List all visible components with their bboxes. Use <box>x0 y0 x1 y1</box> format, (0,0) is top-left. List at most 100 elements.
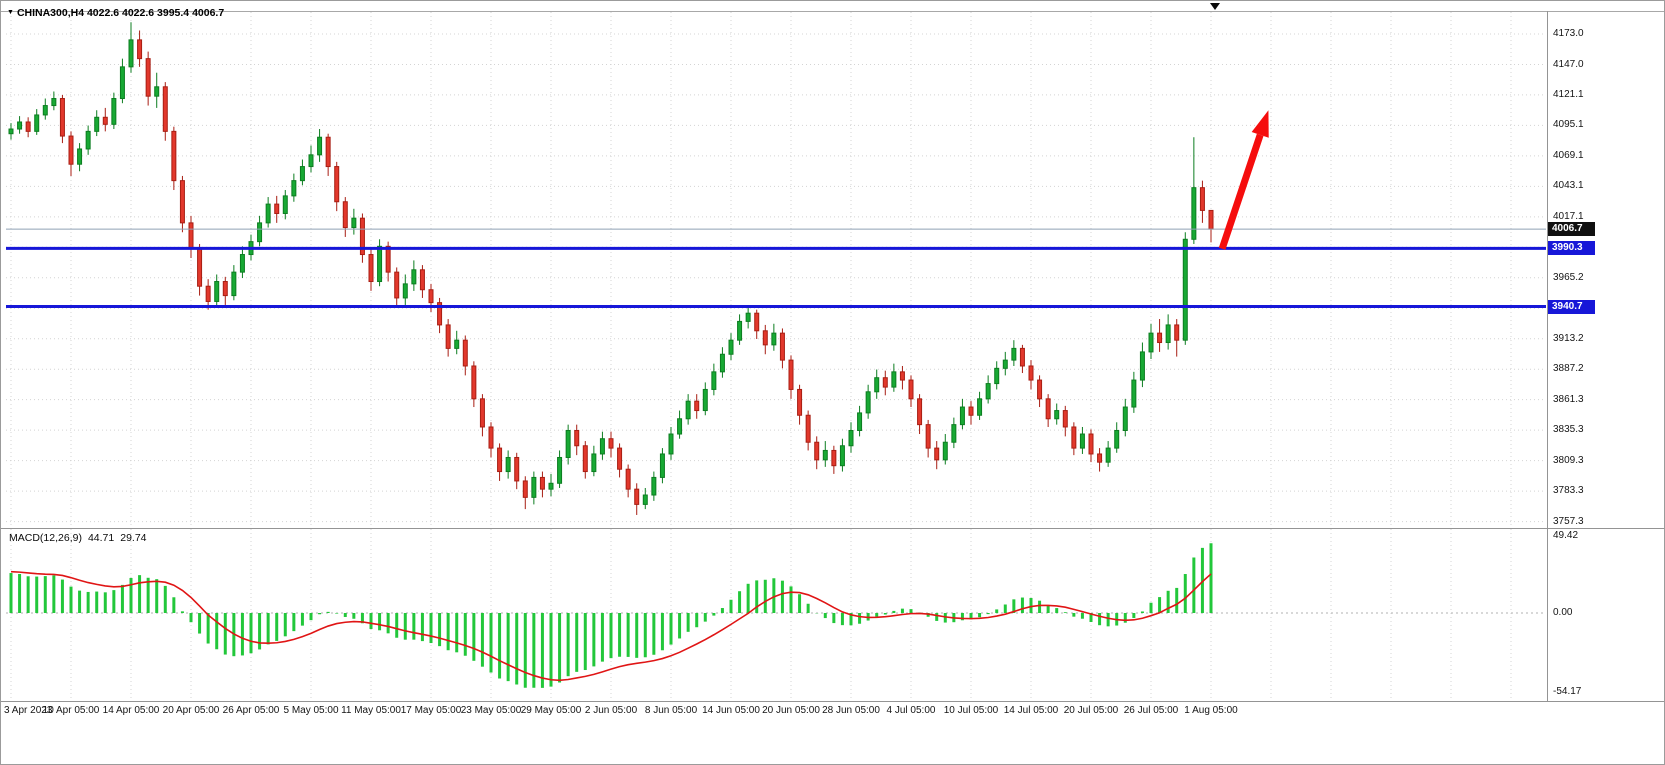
time-tick-label: 28 Jun 05:00 <box>822 705 880 716</box>
candle-down <box>497 447 503 473</box>
candle-up <box>659 453 665 478</box>
macd-main-value: 44.71 <box>87 532 115 544</box>
macd-signal-value: 29.74 <box>120 532 147 544</box>
candle-up <box>51 98 57 107</box>
candle-down <box>968 406 974 416</box>
candle-up <box>265 203 271 224</box>
candle-up <box>1011 347 1017 361</box>
candle-down <box>428 289 434 304</box>
candle-down <box>934 447 940 461</box>
candle-down <box>831 449 837 467</box>
candle-up <box>565 430 571 458</box>
trend-arrow-shaft[interactable] <box>1218 133 1264 250</box>
time-tick-label: 14 Jul 05:00 <box>1003 705 1059 716</box>
candle-up <box>977 398 983 416</box>
candle-down <box>617 447 623 470</box>
candle-up <box>1139 351 1145 381</box>
candle-up <box>1079 433 1085 449</box>
candle-down <box>145 58 151 97</box>
candle-up <box>1002 359 1008 369</box>
candle-down <box>1062 410 1068 428</box>
candle-down <box>197 248 203 287</box>
candle-up <box>942 441 948 461</box>
candle-up <box>599 438 605 455</box>
candle-up <box>994 367 1000 385</box>
time-tick-label: 5 May 05:00 <box>283 705 339 716</box>
candle-down <box>68 135 74 165</box>
time-tick-label: 3 Apr 2023 <box>4 705 53 716</box>
candle-up <box>299 166 305 182</box>
candle-down <box>445 324 451 349</box>
candle-down <box>1037 379 1043 400</box>
candle-up <box>154 86 160 97</box>
candle-up <box>239 254 245 273</box>
candle-down <box>274 203 280 214</box>
candle-down <box>1088 433 1094 455</box>
candle-up <box>214 281 220 302</box>
candle-up <box>728 339 734 355</box>
current-price-tag: 4006.7 <box>1548 222 1595 237</box>
candle-up <box>377 245 383 283</box>
candle-down <box>471 365 477 400</box>
price-tick-label: 4173.0 <box>1553 28 1584 39</box>
time-tick-label: 2 Jun 05:00 <box>584 705 638 716</box>
candle-down <box>788 359 794 390</box>
price-axis[interactable]: 4173.0 4147.0 4121.1 4095.1 4069.1 4043.1 4017… <box>1548 1 1664 764</box>
candle-down <box>1045 398 1051 420</box>
candle-up <box>719 353 725 373</box>
candle-up <box>402 283 408 299</box>
candle-up <box>745 312 751 322</box>
candle-up <box>1122 406 1128 431</box>
time-tick-label: 17 May 05:00 <box>400 705 462 716</box>
candle-down <box>797 388 803 416</box>
candle-down <box>205 285 211 302</box>
candle-up <box>1148 332 1154 353</box>
price-axis-separator <box>1547 11 1548 702</box>
candle-up <box>351 217 357 229</box>
candle-up <box>1165 324 1171 344</box>
macd-tick-label: 49.42 <box>1553 529 1579 541</box>
price-tick-label: 3913.2 <box>1553 332 1584 344</box>
candle-up <box>317 136 323 156</box>
candle-down <box>102 116 108 125</box>
candle-up <box>128 39 134 68</box>
candle-up <box>454 339 460 349</box>
ohlc-values: 4022.6 4022.6 3995.4 4006.7 <box>86 7 225 19</box>
candle-up <box>642 494 648 505</box>
macd-tick-label: -54.17 <box>1553 686 1582 697</box>
candle-down <box>137 39 143 60</box>
time-tick-label: 29 May 05:00 <box>520 705 582 716</box>
time-tick-label: 11 May 05:00 <box>341 705 401 716</box>
candle-down <box>805 414 811 443</box>
candle-down <box>634 488 640 505</box>
candle-down <box>779 332 785 361</box>
candle-down <box>925 424 931 449</box>
indicator-pane-separator[interactable] <box>1 528 1664 529</box>
candle-up <box>548 482 554 490</box>
candle-down <box>625 468 631 490</box>
time-tick-label: 14 Jun 05:00 <box>702 705 760 716</box>
candle-up <box>34 114 40 132</box>
candle-down <box>608 438 614 449</box>
symbol-dropdown-icon[interactable]: ▼ <box>7 9 14 16</box>
time-axis-separator <box>1 701 1664 702</box>
candle-down <box>334 166 340 203</box>
candle-up <box>308 154 314 168</box>
candle-up <box>848 430 854 447</box>
candle-down <box>342 201 348 229</box>
candle-down <box>188 222 194 250</box>
price-tick-label: 3887.2 <box>1553 363 1584 375</box>
trend-arrow-head[interactable] <box>1251 110 1269 138</box>
candle-down <box>539 476 545 490</box>
candle-down <box>908 379 914 400</box>
candle-down <box>359 217 365 256</box>
chart-title: ▼ CHINA300,H4 4022.6 4022.6 3995.4 4006.7 <box>7 7 224 19</box>
chart-shift-marker[interactable] <box>1210 3 1220 10</box>
chart-top-border <box>1 11 1664 12</box>
candle-down <box>1157 332 1163 344</box>
price-tick-label: 3861.3 <box>1553 393 1584 405</box>
time-axis[interactable]: 3 Apr 2023 10 Apr 05:00 14 Apr 05:00 20 Apr… <box>1 702 1547 719</box>
candle-up <box>77 148 83 165</box>
